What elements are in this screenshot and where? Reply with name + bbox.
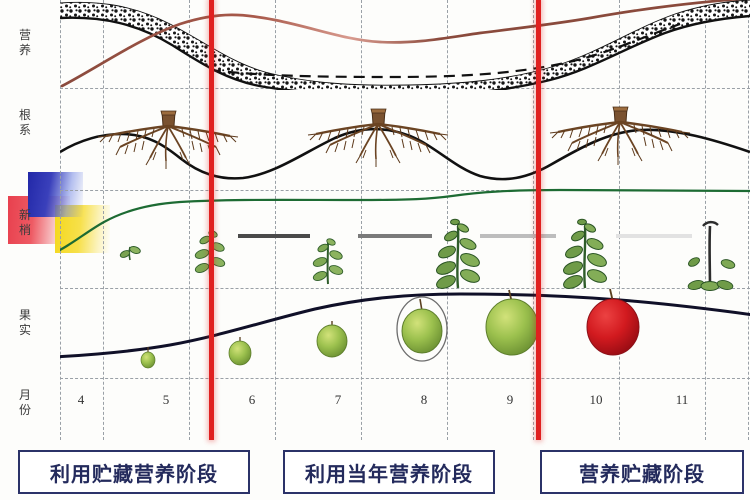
fruit-apple-tiny bbox=[140, 347, 156, 369]
row-label-root: 根 系 bbox=[8, 108, 42, 138]
phase-box-nutrition-storage: 营养贮藏阶段 bbox=[540, 450, 744, 494]
root-growth-curve bbox=[60, 127, 750, 181]
row-label-nutrition: 营 养 bbox=[8, 28, 42, 58]
fruit-apple-large-green bbox=[485, 289, 539, 356]
plot-area: 4 5 6 7 8 9 10 11 bbox=[60, 0, 750, 440]
gridline-horizontal bbox=[60, 190, 750, 191]
gridline-vertical bbox=[103, 0, 104, 440]
row-label-nutrition-char-2: 养 bbox=[18, 43, 31, 57]
row-label-fruit-char-2: 实 bbox=[18, 323, 31, 337]
month-label: 11 bbox=[675, 392, 689, 407]
phase-box-stored-nutrition-label: 利用贮藏营养阶段 bbox=[50, 461, 218, 486]
month-label: 8 bbox=[420, 392, 428, 407]
phase-legend: 利用贮藏营养阶段 利用当年营养阶段 营养贮藏阶段 bbox=[0, 446, 750, 500]
fruit-band bbox=[60, 288, 750, 369]
phase-box-stored-nutrition: 利用贮藏营养阶段 bbox=[18, 450, 250, 494]
fruit-apple-small bbox=[228, 337, 252, 366]
root-system-band bbox=[60, 105, 750, 181]
shoot-growth-curve bbox=[60, 188, 750, 252]
gridline-horizontal bbox=[60, 288, 750, 289]
fruit-apple-medium bbox=[316, 321, 348, 358]
stored-nutrition-upper-boundary bbox=[60, 0, 750, 86]
row-label-month-char-2: 份 bbox=[18, 403, 31, 417]
phase-box-nutrition-storage-label: 营养贮藏阶段 bbox=[579, 461, 705, 486]
month-label: 4 bbox=[77, 392, 85, 407]
gridline-vertical bbox=[533, 0, 534, 440]
row-label-fruit: 果 实 bbox=[8, 308, 42, 338]
row-label-new-shoot-char-1: 新 bbox=[18, 208, 31, 222]
month-label: 5 bbox=[162, 392, 170, 407]
gridline-vertical bbox=[60, 0, 61, 440]
shoot-illustration-dormant bbox=[685, 220, 738, 292]
fruit-growth-curve bbox=[60, 292, 750, 359]
root-illustration-spring bbox=[96, 109, 240, 171]
row-label-nutrition-char-1: 营 bbox=[18, 28, 31, 42]
month-label: 10 bbox=[589, 392, 603, 407]
gridline-vertical bbox=[748, 0, 749, 440]
root-illustration-summer bbox=[306, 107, 450, 169]
gridline-vertical bbox=[619, 0, 620, 440]
stored-nutrition-lower-boundary bbox=[60, 14, 750, 90]
phase-box-current-nutrition: 利用当年营养阶段 bbox=[283, 450, 495, 494]
phase-divider-line-2 bbox=[536, 0, 541, 440]
root-illustration-autumn bbox=[548, 105, 692, 167]
stored-nutrition-band-fill bbox=[60, 0, 750, 90]
row-label-month-char-1: 月 bbox=[18, 388, 31, 402]
shoot-illustration-bud bbox=[118, 244, 143, 261]
gridline-vertical bbox=[361, 0, 362, 440]
gridline-vertical bbox=[447, 0, 448, 440]
gridline-vertical bbox=[275, 0, 276, 440]
shoot-illustration-growing bbox=[311, 236, 345, 285]
shoot-illustration-mature bbox=[560, 217, 610, 292]
row-label-fruit-char-1: 果 bbox=[18, 308, 31, 322]
month-label: 9 bbox=[506, 392, 514, 407]
gridline-horizontal bbox=[60, 378, 750, 379]
shoot-illustration-full bbox=[433, 217, 483, 292]
fruit-apple-ripe-red bbox=[586, 288, 640, 356]
nutrition-consumption-curve bbox=[60, 0, 743, 88]
new-shoot-band bbox=[60, 188, 750, 292]
row-label-new-shoot-char-2: 梢 bbox=[18, 223, 31, 237]
month-label: 7 bbox=[334, 392, 342, 407]
row-label-root-char-2: 系 bbox=[18, 123, 31, 137]
legend-block-blue bbox=[28, 172, 83, 217]
nutrition-band bbox=[60, 0, 750, 90]
fruit-apple-highlighted bbox=[396, 296, 448, 362]
gridline-vertical bbox=[189, 0, 190, 440]
phase-divider-line-1 bbox=[209, 0, 214, 440]
gridline-vertical bbox=[705, 0, 706, 440]
month-label: 6 bbox=[248, 392, 256, 407]
phase-box-current-nutrition-label: 利用当年营养阶段 bbox=[305, 461, 473, 486]
row-label-root-char-1: 根 bbox=[18, 108, 31, 122]
row-label-new-shoot: 新 梢 bbox=[8, 208, 42, 238]
row-label-month: 月 份 bbox=[8, 388, 42, 418]
stored-nutrition-mid-dashed bbox=[209, 22, 681, 79]
